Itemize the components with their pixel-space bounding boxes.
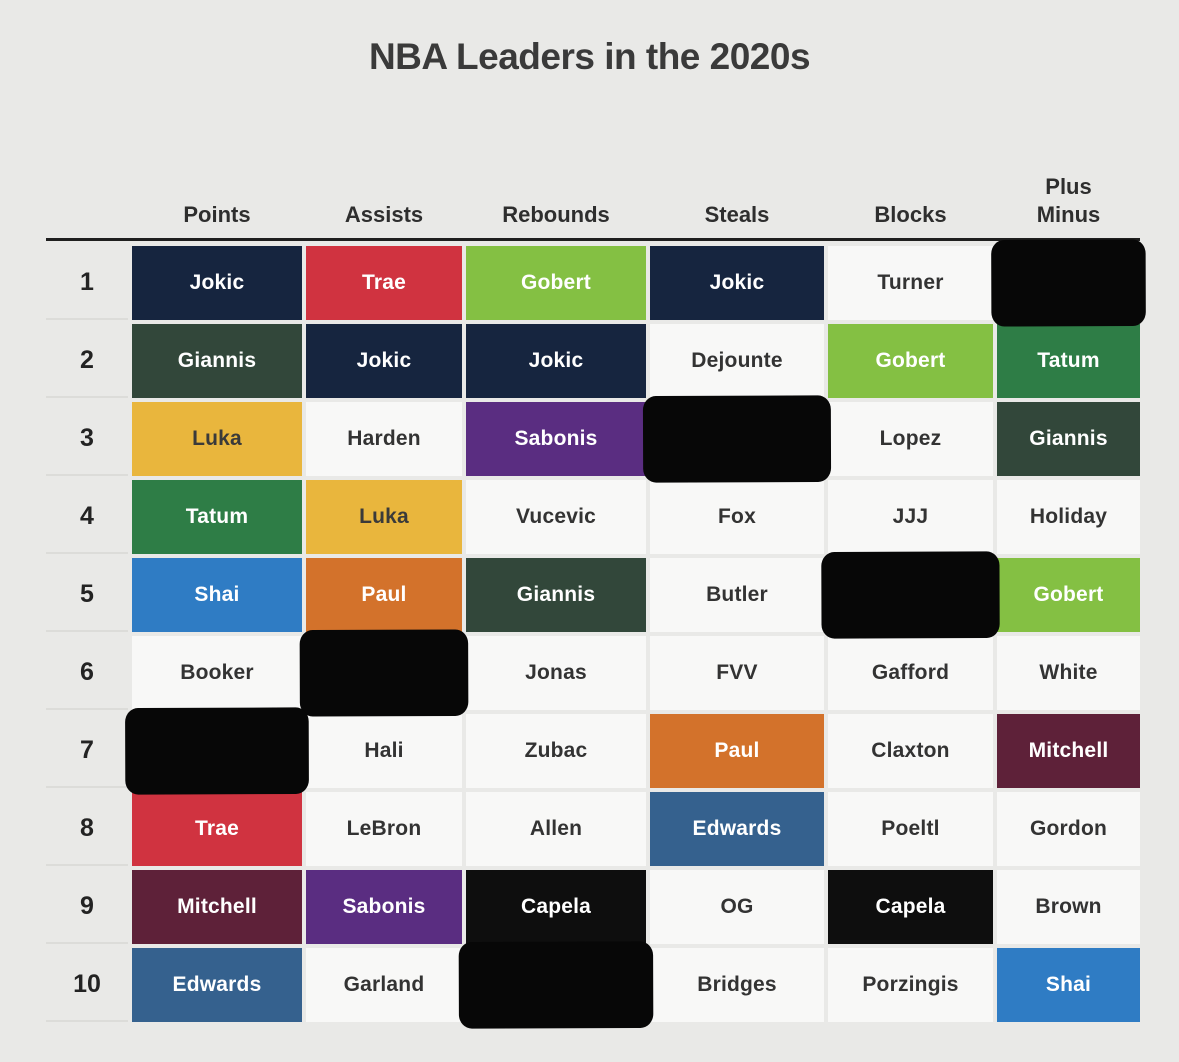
player-cell: Tatum [132, 480, 302, 554]
player-cell: Zubac [466, 714, 646, 788]
player-cell: Gobert [466, 246, 646, 320]
player-cell: Mitchell [132, 870, 302, 944]
player-cell: Porzingis [828, 948, 993, 1022]
player-cell: Gafford [828, 636, 993, 710]
player-cell: Garland [306, 948, 462, 1022]
redacted-cell [821, 551, 1000, 639]
player-cell: Dejounte [650, 324, 824, 398]
table-body: 1 Jokic Trae Gobert Jokic Turner 2 Giannis Jokic… [46, 239, 1146, 1029]
player-cell: Giannis [997, 402, 1140, 476]
player-cell: Capela [466, 870, 646, 944]
player-cell: White [997, 636, 1140, 710]
player-cell: Jokic [132, 246, 302, 320]
player-cell: Allen [466, 792, 646, 866]
player-cell: Vucevic [466, 480, 646, 554]
rank-label: 5 [46, 558, 128, 632]
player-cell: Edwards [132, 948, 302, 1022]
column-header-plus-minus: Plus Minus [1036, 173, 1101, 228]
redacted-cell [458, 941, 654, 1029]
column-header-steals: Steals [704, 202, 770, 228]
rank-label: 4 [46, 480, 128, 554]
player-cell: Butler [650, 558, 824, 632]
player-cell: Mitchell [997, 714, 1140, 788]
player-cell: Harden [306, 402, 462, 476]
player-cell: Lopez [828, 402, 993, 476]
player-cell: Giannis [466, 558, 646, 632]
player-cell: Gobert [828, 324, 993, 398]
player-cell: Brown [997, 870, 1140, 944]
player-cell: FVV [650, 636, 824, 710]
player-cell: Holiday [997, 480, 1140, 554]
column-header-rebounds: Rebounds [502, 202, 610, 228]
rank-label: 9 [46, 870, 128, 944]
player-cell: Turner [828, 246, 993, 320]
player-cell: Tatum [997, 324, 1140, 398]
redacted-cell [642, 395, 832, 483]
player-cell: Gobert [997, 558, 1140, 632]
player-cell: Giannis [132, 324, 302, 398]
redacted-cell [991, 239, 1146, 327]
rank-label: 6 [46, 636, 128, 710]
player-cell: Shai [132, 558, 302, 632]
rank-label: 3 [46, 402, 128, 476]
player-cell: Capela [828, 870, 993, 944]
player-cell: Luka [132, 402, 302, 476]
rank-label: 2 [46, 324, 128, 398]
player-cell: Paul [306, 558, 462, 632]
player-cell: OG [650, 870, 824, 944]
player-cell: Hali [306, 714, 462, 788]
player-cell: Edwards [650, 792, 824, 866]
column-header-assists: Assists [344, 202, 424, 228]
column-header-blocks: Blocks [874, 202, 947, 228]
player-cell: Luka [306, 480, 462, 554]
player-cell: Gordon [997, 792, 1140, 866]
redacted-cell [125, 707, 309, 795]
player-cell: Jokic [306, 324, 462, 398]
player-cell: Trae [132, 792, 302, 866]
player-cell: Poeltl [828, 792, 993, 866]
player-cell: Shai [997, 948, 1140, 1022]
player-cell: Claxton [828, 714, 993, 788]
player-cell: Fox [650, 480, 824, 554]
rank-label: 1 [46, 246, 128, 320]
player-cell: JJJ [828, 480, 993, 554]
redacted-cell [299, 629, 469, 717]
player-cell: LeBron [306, 792, 462, 866]
player-cell: Jonas [466, 636, 646, 710]
rank-label: 7 [46, 714, 128, 788]
player-cell: Sabonis [466, 402, 646, 476]
rank-label: 8 [46, 792, 128, 866]
player-cell: Booker [132, 636, 302, 710]
player-cell: Bridges [650, 948, 824, 1022]
player-cell: Trae [306, 246, 462, 320]
page-title: NBA Leaders in the 2020s [368, 36, 811, 77]
column-header-points: Points [183, 202, 251, 228]
leaders-table: Points Assists Rebounds Steals Blocks Plus Min… [46, 150, 1146, 1029]
table-top-rule [46, 238, 1140, 241]
player-cell: Paul [650, 714, 824, 788]
player-cell: Sabonis [306, 870, 462, 944]
table-header-row: Points Assists Rebounds Steals Blocks Plus Min… [46, 150, 1140, 238]
rank-label: 10 [46, 948, 128, 1022]
player-cell: Jokic [466, 324, 646, 398]
player-cell: Jokic [650, 246, 824, 320]
